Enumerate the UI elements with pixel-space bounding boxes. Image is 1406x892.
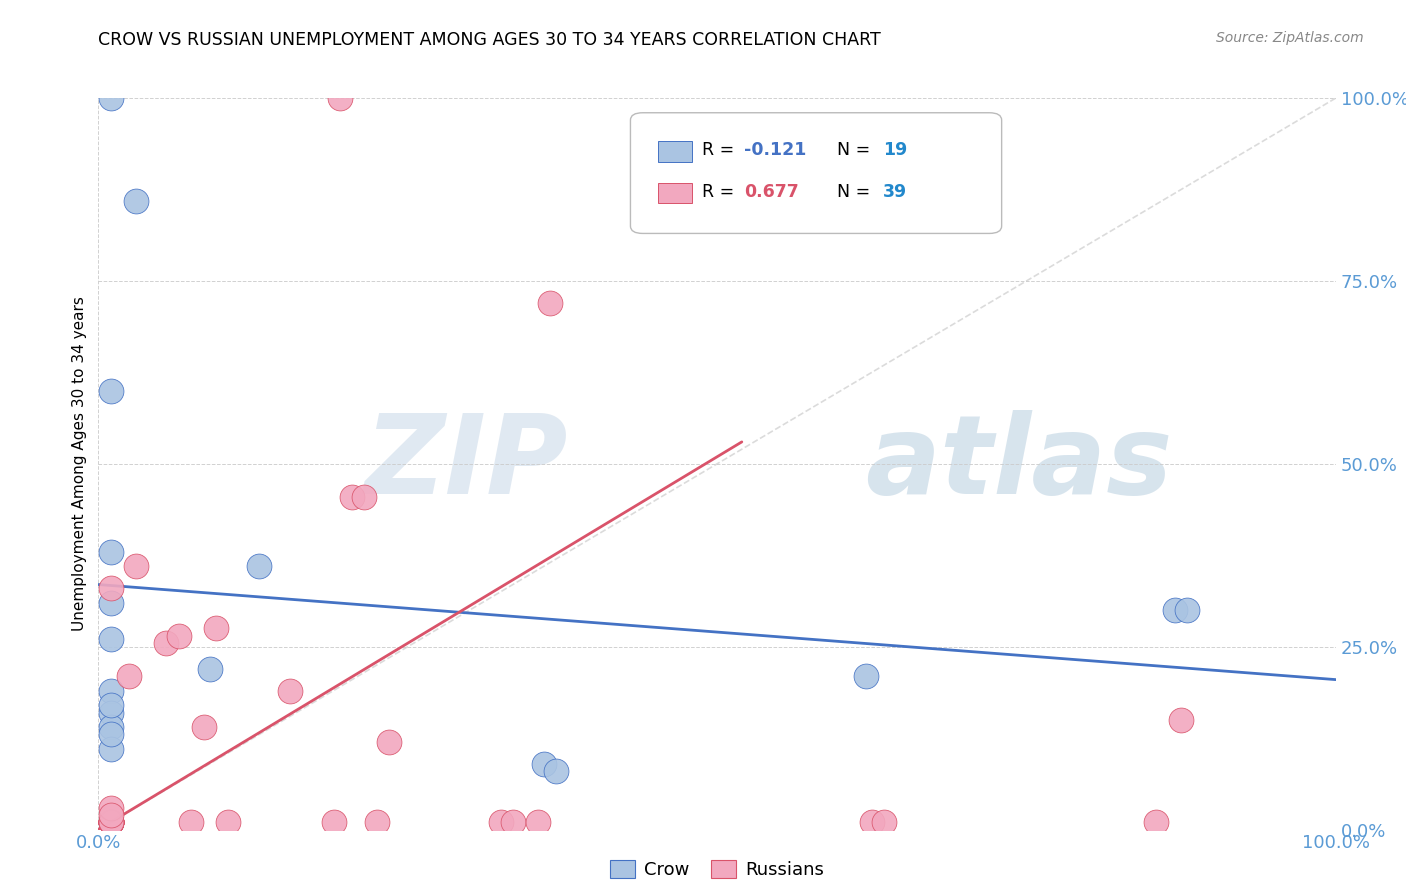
Point [100,815,122,830]
Point [180,815,202,830]
Point [1175,603,1198,617]
Point [100,544,122,558]
Point [100,742,122,756]
Legend: Crow, Russians: Crow, Russians [603,853,831,887]
Point [502,815,524,830]
Point [100,91,122,105]
FancyBboxPatch shape [630,112,1001,234]
Point [100,596,122,610]
Point [100,632,122,647]
Text: 19: 19 [883,141,907,159]
FancyBboxPatch shape [658,183,692,203]
Point [489,815,512,830]
Text: R =: R = [702,183,740,201]
Point [100,815,122,830]
Point [205,622,228,636]
Point [124,194,146,208]
Point [546,764,568,778]
Point [193,720,215,734]
Point [100,815,122,830]
Point [322,815,344,830]
FancyBboxPatch shape [658,141,692,161]
Point [860,815,883,830]
Point [100,815,122,830]
Point [155,636,177,650]
Point [378,735,401,749]
Point [855,669,877,683]
Text: N =: N = [825,141,876,159]
Point [533,756,555,771]
Point [100,815,122,830]
Text: atlas: atlas [866,410,1173,517]
Point [118,669,141,683]
Point [1144,815,1167,830]
Point [340,490,363,504]
Point [100,815,122,830]
Point [366,815,388,830]
Text: N =: N = [825,183,876,201]
Point [1164,603,1187,617]
Point [100,815,122,830]
Point [100,581,122,595]
Point [100,808,122,822]
Point [100,706,122,720]
Point [100,815,122,830]
Point [329,91,352,105]
Point [100,800,122,814]
Point [100,683,122,698]
Point [100,384,122,398]
Text: Source: ZipAtlas.com: Source: ZipAtlas.com [1216,31,1364,45]
Point [353,490,375,504]
Point [100,698,122,713]
Point [217,815,239,830]
Point [278,683,301,698]
Point [100,815,122,830]
Point [247,559,270,574]
Text: ZIP: ZIP [366,410,568,517]
Point [100,815,122,830]
Point [873,815,896,830]
Y-axis label: Unemployment Among Ages 30 to 34 years: Unemployment Among Ages 30 to 34 years [72,296,87,632]
Point [538,296,561,310]
Point [198,662,221,676]
Text: CROW VS RUSSIAN UNEMPLOYMENT AMONG AGES 30 TO 34 YEARS CORRELATION CHART: CROW VS RUSSIAN UNEMPLOYMENT AMONG AGES … [98,31,882,49]
Text: 0.677: 0.677 [744,183,799,201]
Point [526,815,548,830]
Text: 39: 39 [883,183,907,201]
Point [167,629,190,643]
Text: -0.121: -0.121 [744,141,807,159]
Point [100,815,122,830]
Text: R =: R = [702,141,740,159]
Point [1170,713,1192,727]
Point [100,815,122,830]
Point [100,727,122,741]
Point [100,815,122,830]
Point [124,559,146,574]
Point [100,720,122,734]
